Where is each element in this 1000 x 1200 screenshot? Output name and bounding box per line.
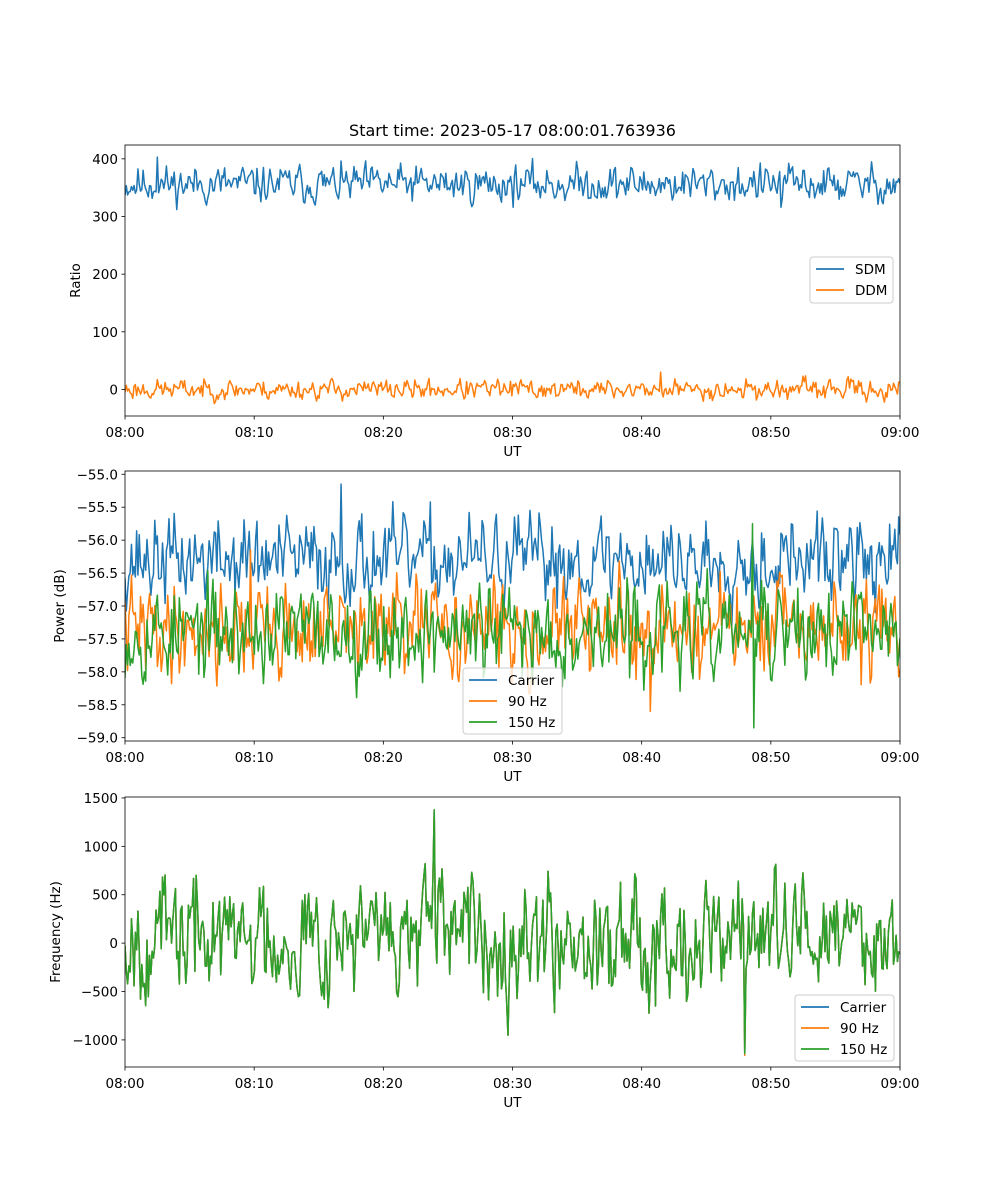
- legend-label: 90 Hz: [508, 694, 547, 710]
- series-line-sdm: [125, 156, 900, 211]
- figure-title: Start time: 2023-05-17 08:00:01.763936: [349, 121, 676, 140]
- x-axis-label: UT: [503, 769, 522, 785]
- x-tick-label: 08:40: [622, 1076, 661, 1092]
- y-axis-label: Ratio: [68, 263, 84, 298]
- x-axis-label: UT: [503, 1095, 522, 1111]
- legend-box: [462, 667, 563, 735]
- x-tick-label: 08:40: [622, 750, 661, 766]
- y-tick-label: 200: [92, 267, 118, 283]
- series-group: [125, 808, 900, 1057]
- x-axis-label: UT: [503, 444, 522, 460]
- x-tick-label: 08:20: [364, 1076, 403, 1092]
- y-tick-label: 400: [92, 152, 118, 168]
- legend: SDM DDM: [809, 256, 894, 304]
- x-tick-label: 09:00: [881, 750, 920, 766]
- legend-label: 150 Hz: [840, 1042, 887, 1058]
- legend: Carrier 90 Hz 150 Hz: [462, 667, 563, 735]
- y-tick-label: 1500: [84, 791, 118, 807]
- y-axis-label: Power (dB): [52, 569, 68, 642]
- x-tick-label: 08:30: [493, 425, 532, 441]
- legend: Carrier 90 Hz 150 Hz: [794, 994, 895, 1062]
- y-tick-label: 0: [109, 936, 118, 952]
- x-tick-label: 08:00: [106, 750, 145, 766]
- x-tick-label: 08:30: [493, 1076, 532, 1092]
- legend-label: 150 Hz: [508, 715, 555, 731]
- series-line-150-hz: [125, 522, 900, 729]
- y-tick-label: 500: [92, 888, 118, 904]
- x-tick-label: 08:00: [106, 1076, 145, 1092]
- y-tick-label: 100: [92, 325, 118, 341]
- legend-label: 90 Hz: [840, 1021, 879, 1037]
- y-tick-label: −56.0: [77, 533, 118, 549]
- legend-label: SDM: [855, 262, 886, 278]
- panel-power: 08:00 08:10 08:20 08:30 08:40 08:50 09:00 −59.0…: [52, 467, 919, 785]
- panel-frequency: 08:00 08:10 08:20 08:30 08:40 08:50 09:00 −1000…: [48, 791, 919, 1111]
- y-tick-label: 0: [109, 382, 118, 398]
- x-tick-label: 08:10: [235, 1076, 274, 1092]
- y-tick-label: −55.0: [77, 467, 118, 483]
- x-tick-label: 08:20: [364, 750, 403, 766]
- y-axis-label: Frequency (Hz): [48, 881, 64, 983]
- y-tick-label: −56.5: [77, 566, 118, 582]
- y-tick-label: −55.5: [77, 500, 118, 516]
- series-group: [125, 156, 900, 405]
- x-tick-label: 08:10: [235, 425, 274, 441]
- x-tick-label: 08:20: [364, 425, 403, 441]
- legend-label: Carrier: [840, 1000, 887, 1016]
- legend-label: DDM: [855, 283, 887, 299]
- y-tick-label: −57.5: [77, 632, 118, 648]
- legend-box: [794, 994, 895, 1062]
- y-tick-label: −58.0: [77, 665, 118, 681]
- x-tick-label: 08:50: [751, 1076, 790, 1092]
- y-tick-label: −59.0: [77, 731, 118, 747]
- y-tick-label: −500: [81, 985, 118, 1001]
- legend-label: Carrier: [508, 673, 555, 689]
- x-tick-label: 08:30: [493, 750, 532, 766]
- y-tick-label: −1000: [72, 1033, 118, 1049]
- series-line-150-hz: [125, 808, 900, 1055]
- x-tick-label: 08:50: [751, 750, 790, 766]
- y-tick-label: −57.0: [77, 599, 118, 615]
- x-tick-label: 08:50: [751, 425, 790, 441]
- y-tick-label: 300: [92, 209, 118, 225]
- x-tick-label: 09:00: [881, 1076, 920, 1092]
- x-tick-label: 08:40: [622, 425, 661, 441]
- y-tick-label: −58.5: [77, 698, 118, 714]
- x-tick-label: 09:00: [881, 425, 920, 441]
- x-tick-label: 08:00: [106, 425, 145, 441]
- series-line-ddm: [125, 371, 900, 405]
- y-tick-label: 1000: [84, 839, 118, 855]
- series-line-carrier: [125, 483, 900, 627]
- x-tick-label: 08:10: [235, 750, 274, 766]
- panel-ratio: 08:00 08:10 08:20 08:30 08:40 08:50 09:00 0 100 2…: [68, 144, 920, 460]
